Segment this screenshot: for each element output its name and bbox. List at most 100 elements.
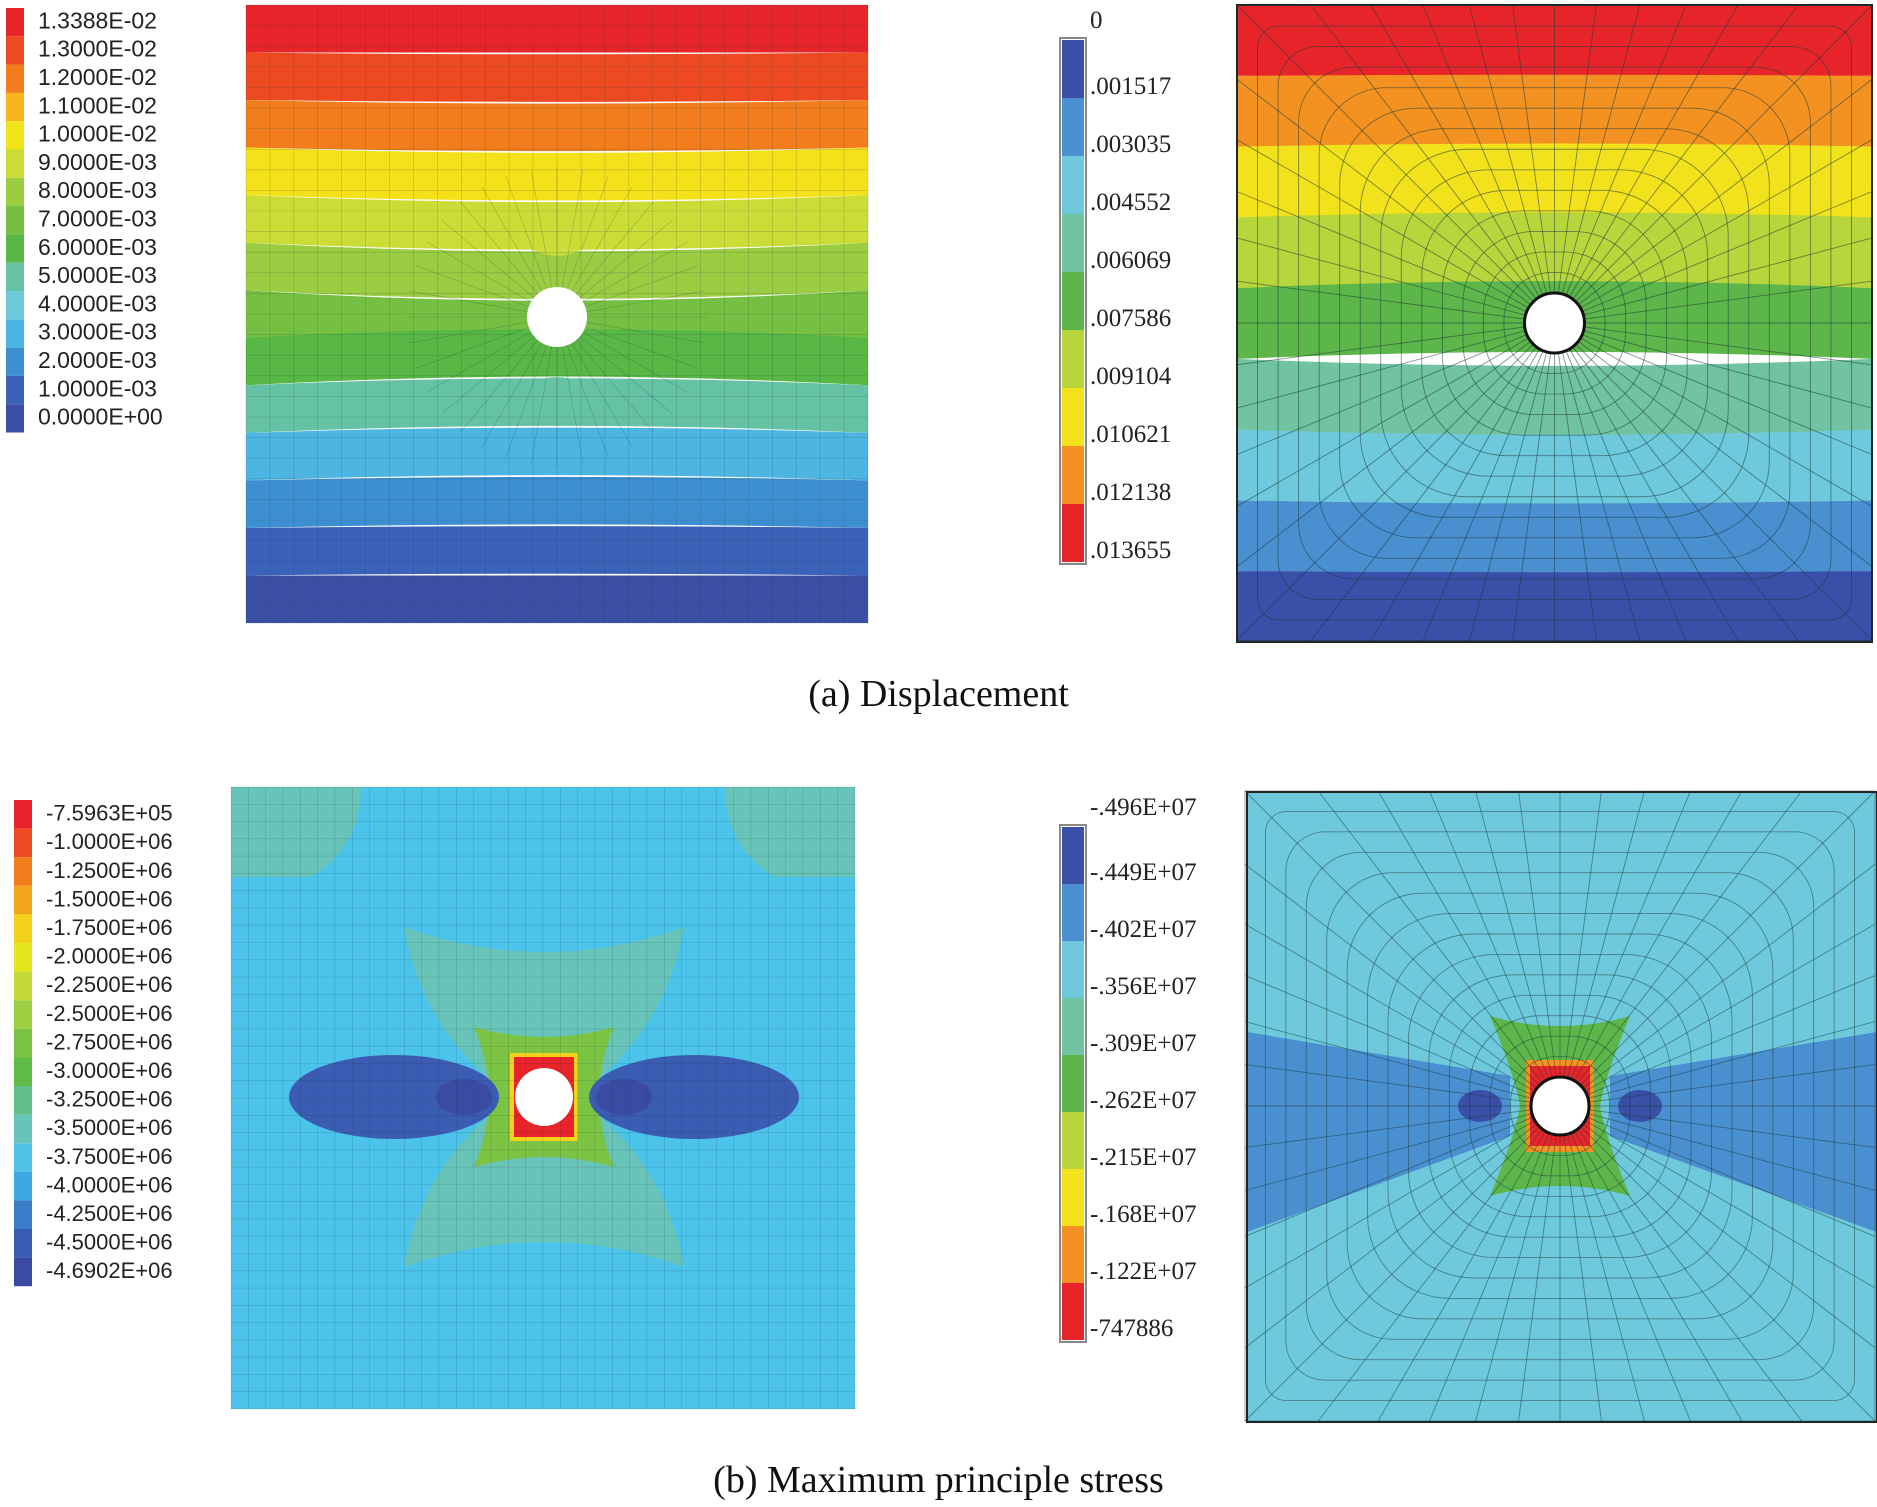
mesh-radial [1422,350,1544,641]
mesh-radial [530,346,553,465]
mesh-radial [441,220,535,298]
mesh-radial [1236,343,1534,641]
colorbar-label: -747886 [1090,1315,1173,1342]
contour-band [246,476,868,528]
displacement-right-panel: 0 .001517 .003035 .004552 .006069 .007586 .009… [1040,0,1877,650]
mesh-radial [1317,1128,1543,1422]
mesh-radial [1584,280,1873,320]
mesh-radial [1236,280,1525,320]
mesh-radial [1565,5,1687,296]
legend-swatch [6,375,24,405]
colorbar-swatch [1062,388,1084,446]
mesh-radial [1586,1116,1876,1237]
colorbar-label: .004552 [1090,189,1171,216]
mesh-radial [1518,1134,1557,1422]
colorbar-top-label: -.496E+07 [1090,794,1196,821]
mesh-radial [481,342,543,448]
displacement-right-contour [1236,4,1873,643]
mesh-radial [1584,326,1873,366]
colorbar-swatch [1062,1112,1084,1169]
mesh-radial [1577,790,1803,1084]
legend-label: -4.2500E+06 [46,1201,173,1226]
colorbar-label: .009104 [1090,363,1172,390]
legend-swatch [6,8,24,37]
colorbar-label: .013655 [1090,537,1171,564]
contour-band [246,5,868,53]
mesh-radial [1580,790,1876,1086]
hole [1529,1075,1591,1137]
contour-corner [725,787,855,877]
legend-swatch [14,943,32,972]
mesh-radial [1244,863,1538,1089]
displacement-left-panel: 1.3388E-02 1.3000E-02 1.2000E-02 1.1000E-02… [0,0,880,640]
mesh-radial [1244,1126,1540,1422]
mesh-radial [1468,351,1548,641]
colorbar-label: -.168E+07 [1090,1201,1196,1228]
hole [527,287,587,347]
legend-label: 7.0000E-03 [38,205,157,231]
legend-swatch [6,64,24,93]
stress-right-contour [1244,790,1877,1423]
legend-swatch [14,1229,32,1258]
legend-swatch [6,319,24,348]
contour-side-core [596,1079,652,1115]
colorbar-label: -.449E+07 [1090,859,1196,886]
contour-band [246,100,868,152]
mesh-radial [1580,139,1873,309]
colorbar-top-label: 0 [1090,7,1103,34]
legend-swatch [14,857,32,886]
legend-label: -3.0000E+06 [46,1058,173,1083]
mesh-radial [481,186,543,292]
colorbar-label: .007586 [1090,305,1171,332]
mesh-radial [1236,237,1526,316]
colorbar-label: .006069 [1090,247,1171,274]
mesh-radial [1574,790,1743,1082]
mesh-radial [1583,237,1873,316]
colorbar-swatch [1062,1226,1084,1283]
mesh-radial [1244,1113,1533,1191]
mesh-radial [1584,1120,1876,1289]
legend-swatch [6,149,24,178]
legend-label: -1.7500E+06 [46,915,173,940]
legend-label: -3.7500E+06 [46,1144,173,1169]
mesh-radial [586,321,705,344]
legend-label: 1.0000E-03 [38,375,157,401]
mesh-radial [1317,790,1543,1084]
mesh-radial [409,290,528,313]
colorbar-frame [1059,824,1087,1343]
mesh-radial [1582,863,1876,1089]
hole [1523,291,1586,355]
caption-stress: (b) Maximum principle stress [713,1459,1164,1501]
mesh-radial [1236,340,1531,567]
mesh-radial [1570,790,1691,1080]
mesh-radial [1236,334,1527,455]
legend-swatch [14,914,32,943]
legend-label: 1.2000E-02 [38,64,157,90]
mesh-radial [561,169,584,288]
colorbar-label: -.215E+07 [1090,1144,1196,1171]
mesh-radial [1569,348,1739,641]
displacement-left-plot: 1.3388E-02 1.3000E-021.2000E-021.1000E-02… [6,4,869,624]
mesh-radial [409,321,528,344]
legend-label: -2.2500E+06 [46,972,173,997]
mesh-radial [1557,5,1597,294]
mesh-radial [1244,790,1540,1086]
mesh-radial [561,346,584,465]
mesh-radial [579,220,673,298]
contour-wedge [1610,1032,1877,1232]
legend-swatch [6,347,24,376]
mesh-radial [426,241,532,303]
contour-corner [231,787,361,877]
mesh-radial [426,331,532,393]
legend-swatch [14,885,32,915]
mesh-radial [1578,340,1873,567]
legend-swatch [14,1000,32,1029]
legend-swatch [6,36,24,65]
legend-swatch [6,291,24,320]
legend-swatch [6,177,24,207]
legend-swatch [14,828,32,858]
legend-swatch [14,1143,32,1172]
legend-label: -2.5000E+06 [46,1001,173,1026]
mesh-radial [585,326,699,369]
legend-label: 8.0000E-03 [38,177,157,203]
